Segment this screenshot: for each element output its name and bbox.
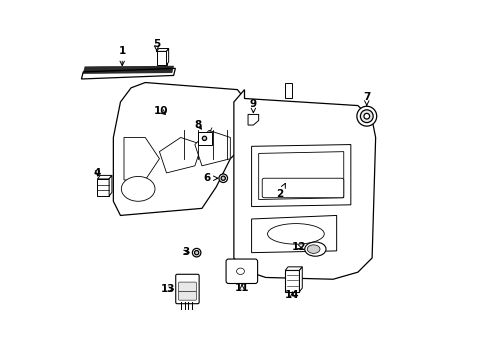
- Text: 11: 11: [234, 283, 249, 293]
- Text: 13: 13: [161, 284, 175, 294]
- Polygon shape: [247, 114, 258, 125]
- Text: 4: 4: [94, 168, 101, 178]
- Polygon shape: [299, 267, 302, 292]
- Text: 8: 8: [194, 120, 202, 130]
- Circle shape: [192, 248, 201, 257]
- FancyBboxPatch shape: [262, 178, 343, 198]
- Ellipse shape: [304, 242, 325, 256]
- Polygon shape: [109, 175, 112, 196]
- Polygon shape: [97, 175, 112, 179]
- Polygon shape: [113, 82, 244, 215]
- Polygon shape: [195, 130, 230, 166]
- Polygon shape: [285, 270, 299, 292]
- Polygon shape: [166, 49, 168, 65]
- Ellipse shape: [267, 224, 324, 244]
- FancyBboxPatch shape: [225, 259, 257, 283]
- Ellipse shape: [236, 268, 244, 274]
- Polygon shape: [258, 152, 343, 199]
- Circle shape: [363, 113, 369, 119]
- Polygon shape: [124, 138, 159, 180]
- Circle shape: [202, 136, 206, 140]
- Polygon shape: [156, 49, 168, 51]
- Ellipse shape: [306, 245, 319, 253]
- FancyBboxPatch shape: [175, 274, 199, 304]
- Text: 1: 1: [119, 46, 125, 66]
- Circle shape: [356, 106, 376, 126]
- Text: 14: 14: [285, 290, 299, 300]
- Text: 2: 2: [276, 183, 285, 199]
- Text: 9: 9: [249, 99, 256, 113]
- FancyBboxPatch shape: [178, 291, 196, 300]
- Polygon shape: [285, 82, 292, 99]
- Polygon shape: [285, 267, 302, 270]
- Polygon shape: [233, 90, 375, 279]
- Polygon shape: [198, 132, 211, 145]
- Polygon shape: [156, 51, 166, 65]
- Text: 7: 7: [363, 92, 370, 105]
- Polygon shape: [159, 138, 202, 173]
- Polygon shape: [251, 215, 336, 253]
- Text: 12: 12: [292, 242, 306, 252]
- Circle shape: [360, 110, 372, 122]
- FancyBboxPatch shape: [178, 282, 196, 291]
- Text: 3: 3: [182, 247, 189, 257]
- Circle shape: [219, 174, 227, 183]
- Text: 10: 10: [154, 106, 168, 116]
- Circle shape: [221, 176, 225, 180]
- Circle shape: [194, 251, 198, 255]
- Text: 5: 5: [153, 39, 160, 51]
- Ellipse shape: [121, 176, 155, 201]
- Polygon shape: [97, 179, 109, 196]
- Polygon shape: [81, 68, 175, 79]
- Text: 6: 6: [203, 173, 218, 183]
- Polygon shape: [251, 145, 350, 207]
